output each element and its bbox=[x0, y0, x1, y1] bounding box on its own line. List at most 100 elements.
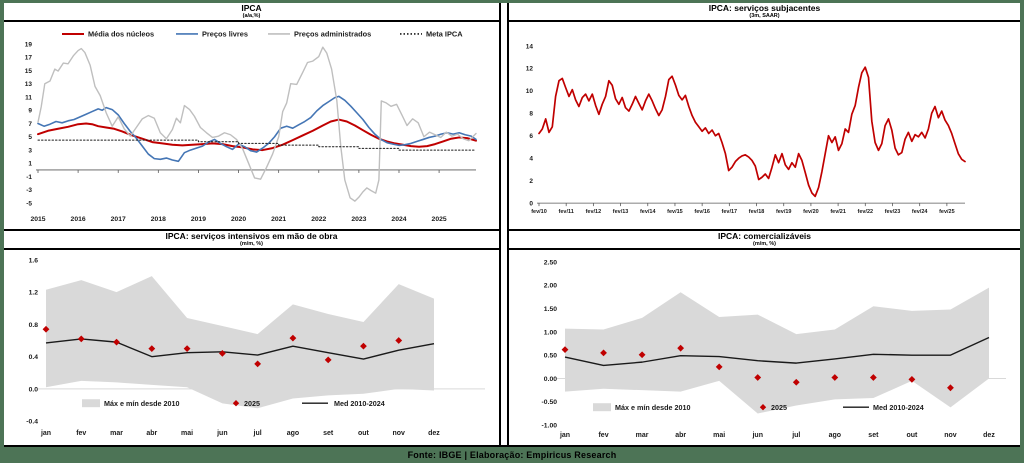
svg-text:19: 19 bbox=[25, 41, 33, 48]
svg-text:fev/19: fev/19 bbox=[776, 209, 792, 215]
svg-text:2023: 2023 bbox=[351, 216, 366, 223]
svg-text:2.00: 2.00 bbox=[544, 283, 557, 290]
servicos-subjacentes-chart: 14 12 10 8 6 4 2 0 fev/10 fev/11 fev/12 fev/13 fev/1… bbox=[509, 22, 1020, 229]
svg-text:jan: jan bbox=[40, 430, 51, 437]
svg-text:0.50: 0.50 bbox=[544, 353, 557, 360]
svg-text:9: 9 bbox=[28, 108, 32, 115]
chart-subtitle: (m/m, %) bbox=[240, 241, 263, 247]
svg-text:2024: 2024 bbox=[391, 216, 406, 223]
svg-text:0.00: 0.00 bbox=[544, 376, 557, 383]
svg-text:fev/16: fev/16 bbox=[694, 209, 710, 215]
svg-text:Máx e mín desde 2010: Máx e mín desde 2010 bbox=[615, 404, 691, 412]
svg-text:fev/23: fev/23 bbox=[885, 209, 901, 215]
svg-text:5: 5 bbox=[28, 134, 32, 141]
panel-comercializaveis: IPCA: comercializáveis (m/m, %) 2.50 2.00… bbox=[507, 231, 1020, 445]
panel-header: IPCA: comercializáveis (m/m, %) bbox=[509, 231, 1020, 250]
chart-title: IPCA: serviços subjacentes bbox=[708, 3, 821, 13]
svg-text:nov: nov bbox=[393, 430, 406, 437]
panel-header: IPCA: serviços intensivos em mão de obra… bbox=[4, 231, 499, 250]
svg-text:fev/15: fev/15 bbox=[667, 209, 683, 215]
svg-text:set: set bbox=[323, 430, 334, 437]
svg-text:8: 8 bbox=[529, 111, 533, 118]
svg-text:17: 17 bbox=[25, 55, 33, 62]
svg-text:14: 14 bbox=[526, 43, 534, 50]
panel-servicos-mao-de-obra: IPCA: serviços intensivos em mão de obra… bbox=[4, 231, 501, 445]
svg-text:2.50: 2.50 bbox=[544, 259, 557, 266]
charts-grid: IPCA (a/a,%) 19 17 15 13 11 9 7 5 3 1 -1 -3 -5 2015 20… bbox=[4, 3, 1020, 445]
chart-title: IPCA: serviços intensivos em mão de obra bbox=[165, 231, 338, 241]
svg-text:2022: 2022 bbox=[311, 216, 326, 223]
svg-text:0.8: 0.8 bbox=[29, 322, 39, 329]
svg-text:fev/17: fev/17 bbox=[722, 209, 738, 215]
svg-text:1: 1 bbox=[28, 161, 32, 168]
svg-text:1.6: 1.6 bbox=[29, 257, 39, 264]
svg-text:2021: 2021 bbox=[271, 216, 286, 223]
svg-text:7: 7 bbox=[28, 121, 32, 128]
svg-text:-3: -3 bbox=[26, 187, 32, 194]
svg-text:jun: jun bbox=[216, 430, 227, 437]
svg-text:jul: jul bbox=[253, 430, 262, 437]
source-footer: Fonte: IBGE | Elaboração: Empiricus Rese… bbox=[4, 445, 1020, 463]
svg-text:-0.4: -0.4 bbox=[26, 419, 38, 426]
svg-text:-1.00: -1.00 bbox=[542, 423, 558, 430]
svg-text:2020: 2020 bbox=[231, 216, 246, 223]
svg-text:2025: 2025 bbox=[244, 400, 260, 408]
svg-text:out: out bbox=[358, 430, 370, 437]
panel-header: IPCA (a/a,%) bbox=[4, 3, 499, 22]
svg-text:2018: 2018 bbox=[151, 216, 166, 223]
svg-text:2019: 2019 bbox=[191, 216, 206, 223]
svg-text:-5: -5 bbox=[26, 201, 32, 208]
svg-text:fev: fev bbox=[598, 432, 608, 439]
panel-header: IPCA: serviços subjacentes (3m, SAAR) bbox=[509, 3, 1020, 22]
svg-text:2025: 2025 bbox=[432, 216, 447, 223]
svg-text:fev/11: fev/11 bbox=[559, 209, 574, 215]
svg-text:12: 12 bbox=[526, 66, 534, 73]
svg-text:fev/20: fev/20 bbox=[803, 209, 819, 215]
svg-text:nov: nov bbox=[944, 432, 957, 439]
chart-subtitle: (a/a,%) bbox=[242, 13, 261, 19]
svg-text:4: 4 bbox=[529, 156, 533, 163]
svg-text:ago: ago bbox=[829, 432, 841, 439]
svg-text:fev/22: fev/22 bbox=[858, 209, 874, 215]
svg-text:Preços livres: Preços livres bbox=[202, 30, 248, 39]
svg-text:fev/21: fev/21 bbox=[830, 209, 846, 215]
svg-text:fev/13: fev/13 bbox=[613, 209, 629, 215]
svg-text:mai: mai bbox=[181, 430, 193, 437]
svg-text:-1: -1 bbox=[26, 174, 32, 181]
panel-ipca-headline: IPCA (a/a,%) 19 17 15 13 11 9 7 5 3 1 -1 -3 -5 2015 20… bbox=[4, 3, 501, 231]
svg-text:mar: mar bbox=[110, 430, 123, 437]
chart-subtitle: (3m, SAAR) bbox=[749, 13, 780, 19]
svg-text:Preços administrados: Preços administrados bbox=[294, 30, 371, 39]
svg-text:ago: ago bbox=[287, 430, 299, 437]
svg-text:abr: abr bbox=[675, 432, 686, 439]
svg-text:11: 11 bbox=[25, 94, 32, 101]
comercializaveis-chart: 2.50 2.00 1.50 1.00 0.50 0.00 -0.50 -1.00 jan fev… bbox=[509, 250, 1020, 445]
source-text: Fonte: IBGE | Elaboração: Empiricus Rese… bbox=[407, 450, 617, 460]
svg-text:dez: dez bbox=[983, 432, 995, 439]
servicos-mao-de-obra-chart: 1.6 1.2 0.8 0.4 0.0 -0.4 jan fev mar abr mai jun jul… bbox=[4, 250, 499, 445]
svg-text:2016: 2016 bbox=[71, 216, 86, 223]
svg-text:set: set bbox=[868, 432, 879, 439]
svg-text:10: 10 bbox=[526, 88, 534, 95]
chart-subtitle: (m/m, %) bbox=[753, 241, 776, 247]
svg-text:Med 2010-2024: Med 2010-2024 bbox=[873, 404, 924, 412]
svg-text:fev: fev bbox=[76, 430, 86, 437]
svg-text:0.0: 0.0 bbox=[29, 386, 39, 393]
svg-text:Med 2010-2024: Med 2010-2024 bbox=[334, 400, 385, 408]
chart-svg: 19 17 15 13 11 9 7 5 3 1 -1 -3 -5 2015 2016 2017 2018 201… bbox=[25, 30, 477, 223]
svg-text:1.50: 1.50 bbox=[544, 306, 557, 313]
svg-text:mar: mar bbox=[636, 432, 649, 439]
svg-text:fev/10: fev/10 bbox=[531, 209, 547, 215]
svg-text:2015: 2015 bbox=[30, 216, 45, 223]
svg-text:2017: 2017 bbox=[111, 216, 126, 223]
svg-text:fev/18: fev/18 bbox=[749, 209, 765, 215]
svg-text:dez: dez bbox=[428, 430, 440, 437]
panel-servicos-subjacentes: IPCA: serviços subjacentes (3m, SAAR) 14… bbox=[507, 3, 1020, 231]
svg-text:3: 3 bbox=[28, 147, 32, 154]
chart-title: IPCA bbox=[241, 3, 262, 13]
svg-text:jan: jan bbox=[559, 432, 570, 439]
svg-text:mai: mai bbox=[713, 432, 725, 439]
svg-text:abr: abr bbox=[146, 430, 157, 437]
